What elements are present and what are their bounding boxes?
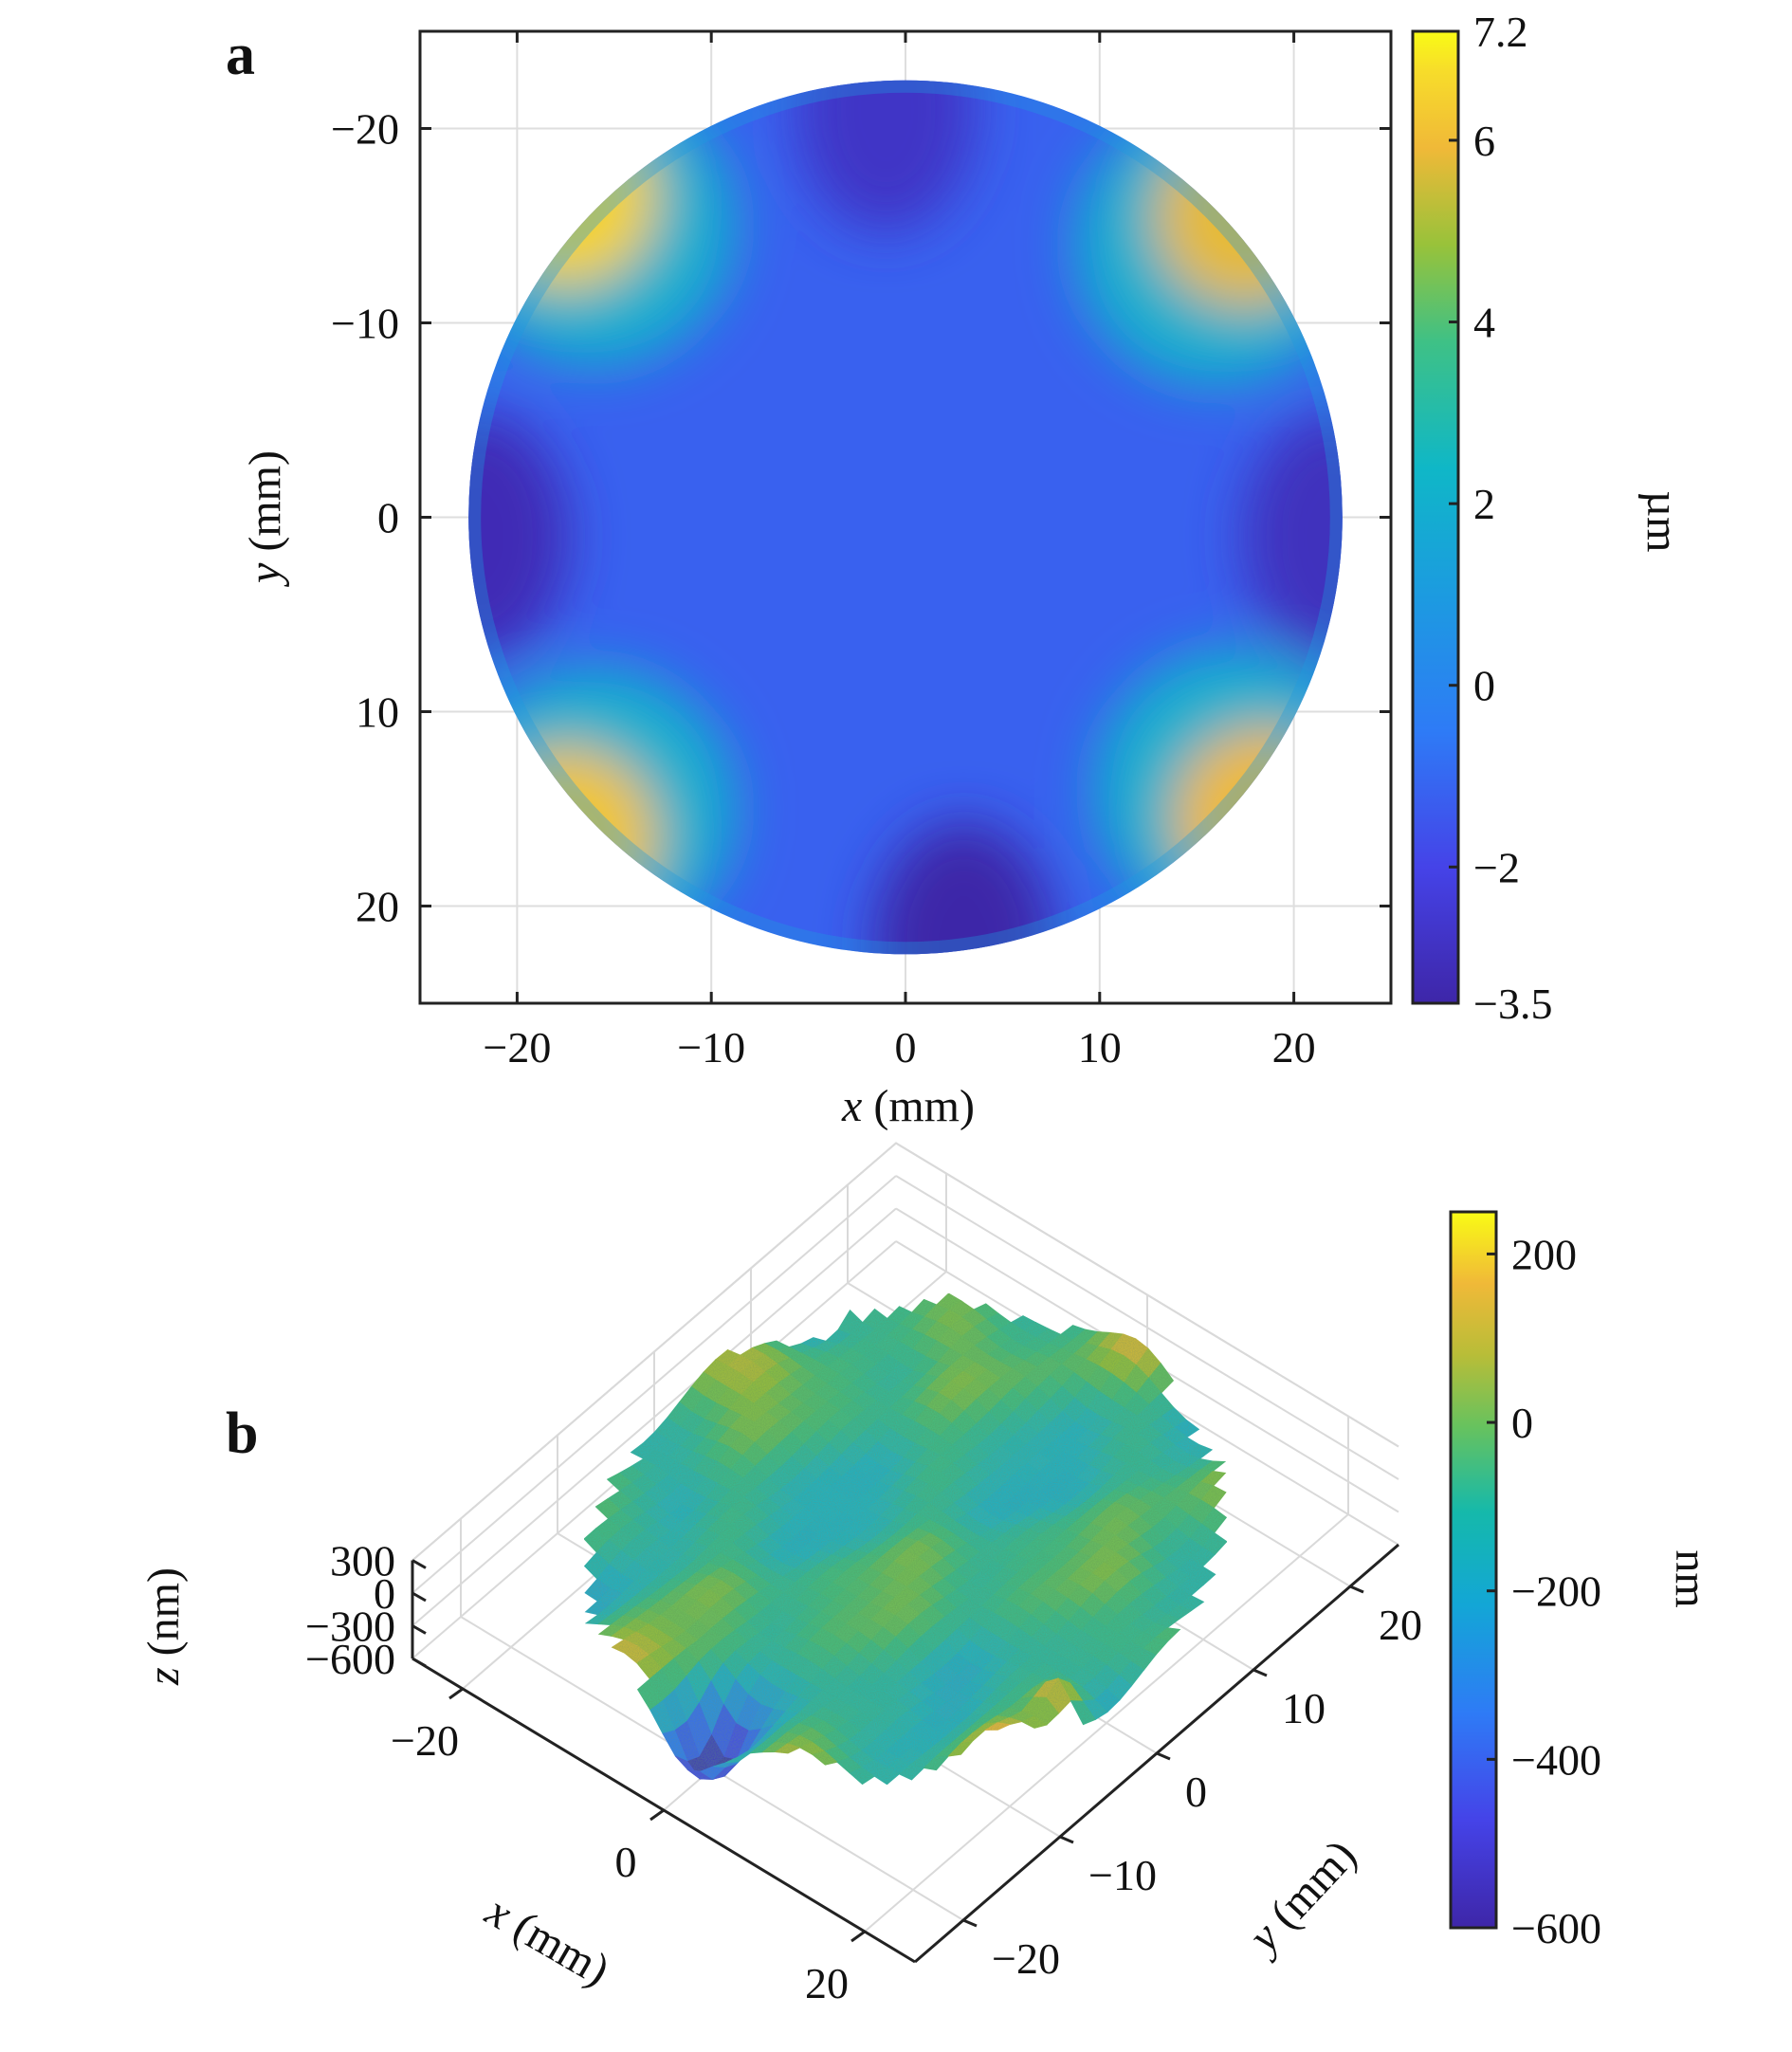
panel-a-surface-map [468,80,1343,955]
panel-b-colorbar-tick-label: 200 [1511,1230,1577,1278]
panel-b-colorbar-tick-label: −400 [1511,1735,1601,1784]
panel-b-x-tick-mark [448,1687,464,1700]
panel-a-valley [1242,413,1343,660]
panel-b-z-tick-mark [411,1657,427,1668]
panel-a-y-tick-label: −10 [331,300,399,348]
panel-a-colorbar-tick-label: 6 [1473,117,1495,165]
panel-a-colorbar-tick-label: 2 [1473,480,1495,528]
panel-a-colorbar-tick-label: 7.2 [1473,8,1528,56]
panel-b-y-tick-mark [1059,1835,1074,1844]
panel-b-z-tick-label: 300 [330,1537,395,1585]
panel-a-y-tick-label: 10 [356,688,399,737]
panel-b-y-tick-mark [962,1918,978,1928]
panel-a-x-tick-label: 0 [895,1023,917,1072]
panel-b-y-tick-mark [1156,1751,1171,1761]
panel-a-valley [795,80,977,232]
panel-a-y-tick-label: 0 [377,494,399,542]
panel-b-surface-patch [947,1739,975,1757]
panel-b-3d-surface [583,1292,1228,1786]
panel-b-colorbar-unit: nm [1666,1549,1716,1607]
panel-a-x-tick-label: −10 [677,1023,745,1072]
panel-b-surface-patch [1020,1715,1048,1729]
panel-b-y-tick-label: 10 [1282,1684,1326,1732]
panel-b-y-tick-label: −20 [992,1934,1060,1983]
panel-b-y-tick-label: 20 [1379,1601,1422,1649]
panel-b-z-tick-mark [411,1624,427,1635]
panel-a-x-axis-label: x (mm) [841,1081,975,1131]
panel-b-y-tick-label: −10 [1088,1851,1157,1899]
panel-b-colorbar [1449,1210,1498,1930]
panel-a-colorbar-ticks: −3.5 −2 0 2 4 6 7.2 [1449,8,1552,1028]
panel-a-valley [468,413,569,660]
panel-a-y-tick-label: 20 [356,883,399,931]
panel-b-x-tick-label: 20 [805,1959,849,2007]
panel-b-z-tick-label: 0 [374,1569,395,1618]
panel-b-y-tick-mark [1253,1668,1268,1677]
panel-b-y-ticks: −20 −10 0 10 20 [962,1585,1422,1983]
panel-b-x-ticks: −20 0 20 [391,1687,866,2007]
panel-b-x-tick-mark [649,1808,665,1822]
panel-b-colorbar-tick-label: −600 [1511,1904,1601,1952]
panel-b-x-tick-label: −20 [391,1716,459,1765]
panel-a-x-tick-label: 20 [1272,1023,1316,1072]
panel-b-x-tick-mark [850,1930,866,1943]
panel-a-colorbar-tick-label: −3.5 [1473,980,1552,1028]
panel-a-rim [468,80,1343,955]
panel-b-y-axis-label: y (mm) [1235,1830,1366,1965]
panel-b-z-tick-label: −300 [305,1603,395,1651]
panel-b-z-tick-label: −600 [305,1635,395,1683]
panel-a-colorbar-unit: µm [1637,491,1688,553]
panel-a-valley [873,821,1054,955]
panel-a-x-tick-label: −20 [483,1023,551,1072]
panel-b-letter: b [226,1402,258,1466]
panel-b-colorbar-tick-label: −200 [1511,1567,1601,1616]
panel-a-peak [1154,126,1335,307]
panel-a-colorbar-tick-label: 0 [1473,662,1495,710]
panel-b-colorbar-tick-label: 0 [1511,1399,1533,1447]
panel-a-colorbar [1411,29,1460,1005]
panel-a-y-tick-label: −20 [331,105,399,154]
panel-b-x-axis-label: x (mm) [477,1885,618,1995]
panel-b-surface-patch [983,1722,1012,1731]
panel-b-z-tick-mark [411,1559,427,1569]
panel-b-colorbar-ticks: 200 0 −200 −400 −600 [1487,1230,1601,1952]
panel-a-colorbar-tick-label: −2 [1473,843,1520,891]
panel-b-y-tick-label: 0 [1185,1768,1207,1816]
panel-a-y-ticks: −20 −10 0 10 20 [331,105,1391,931]
panel-b-y-tick-mark [1349,1585,1364,1594]
panel-b-grid-edge [411,1142,1399,1562]
panel-a-y-axis-label: y (mm) [240,450,290,588]
panel-b-x-tick-label: 0 [615,1838,637,1886]
panel-a-x-tick-label: 10 [1078,1023,1122,1072]
panel-b-z-tick-mark [411,1591,427,1603]
panel-b-z-axis-label: z (nm) [138,1567,189,1686]
panel-a-x-ticks: −20 −10 0 10 20 [483,31,1316,1072]
panel-a-colorbar-tick-label: 4 [1473,299,1495,347]
panel-b-surface-patch [1070,1700,1096,1726]
panel-a-letter: a [226,23,255,87]
